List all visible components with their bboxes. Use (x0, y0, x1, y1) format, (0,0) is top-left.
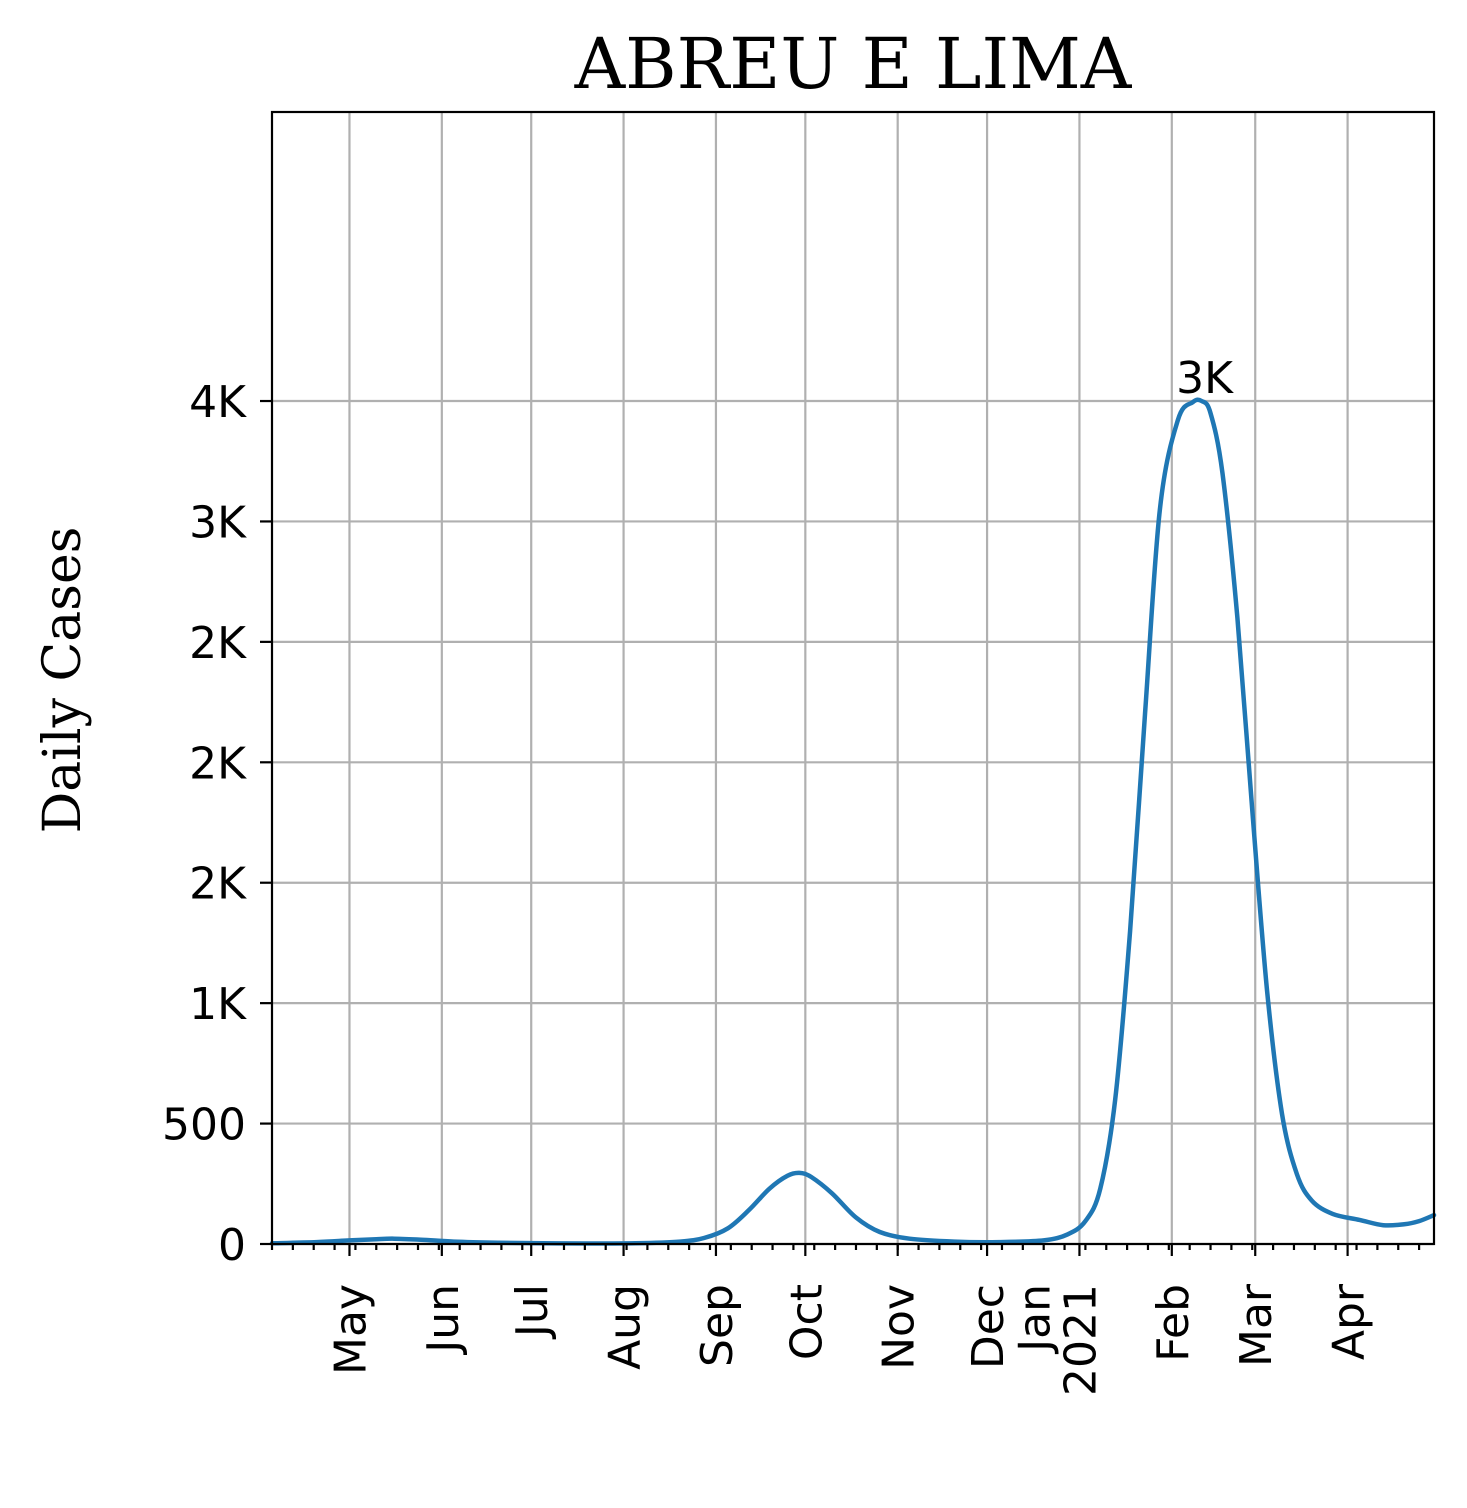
x-tick-label: Sep (692, 1284, 743, 1367)
x-tick-label: Jun (418, 1284, 469, 1356)
y-tick-label: 3K (189, 497, 247, 548)
peak-annotation: 3K (1176, 353, 1234, 404)
y-tick-label: 0 (218, 1220, 246, 1271)
y-tick-label: 2K (189, 738, 247, 789)
y-axis-label: Daily Cases (33, 527, 93, 834)
x-tick-label: Dec (963, 1284, 1014, 1369)
y-tick-label: 1K (189, 979, 247, 1030)
x-tick-label-line: 2021 (1055, 1284, 1106, 1396)
x-tick-label: Feb (1148, 1284, 1199, 1362)
x-tick-label: Aug (600, 1284, 651, 1370)
y-tick-label: 2K (189, 618, 247, 669)
x-tick-label: Oct (781, 1284, 832, 1360)
annotations: 3K (1176, 353, 1234, 404)
x-tick-label: Nov (874, 1284, 925, 1370)
y-tick-label: 500 (162, 1100, 246, 1151)
x-tick-label: Jul (507, 1284, 558, 1340)
x-tick-label: Apr (1324, 1283, 1375, 1360)
y-tick-label: 4K (189, 377, 247, 428)
y-axis: 0 500 1K 2K 2K 2K 3K 4K (162, 377, 272, 1271)
grid (272, 112, 1434, 1246)
plot-frame (270, 110, 1436, 1246)
y-tick-label: 2K (189, 859, 247, 910)
x-tick-label: Mar (1231, 1283, 1282, 1367)
x-tick-label: Jan2021 (1009, 1284, 1106, 1396)
x-tick-label: May (325, 1284, 376, 1375)
x-tick-label-line: Jan (1009, 1284, 1060, 1355)
chart-title: ABREU E LIMA (574, 23, 1133, 105)
series-layer (269, 397, 1437, 1246)
series-line (269, 397, 1437, 1246)
